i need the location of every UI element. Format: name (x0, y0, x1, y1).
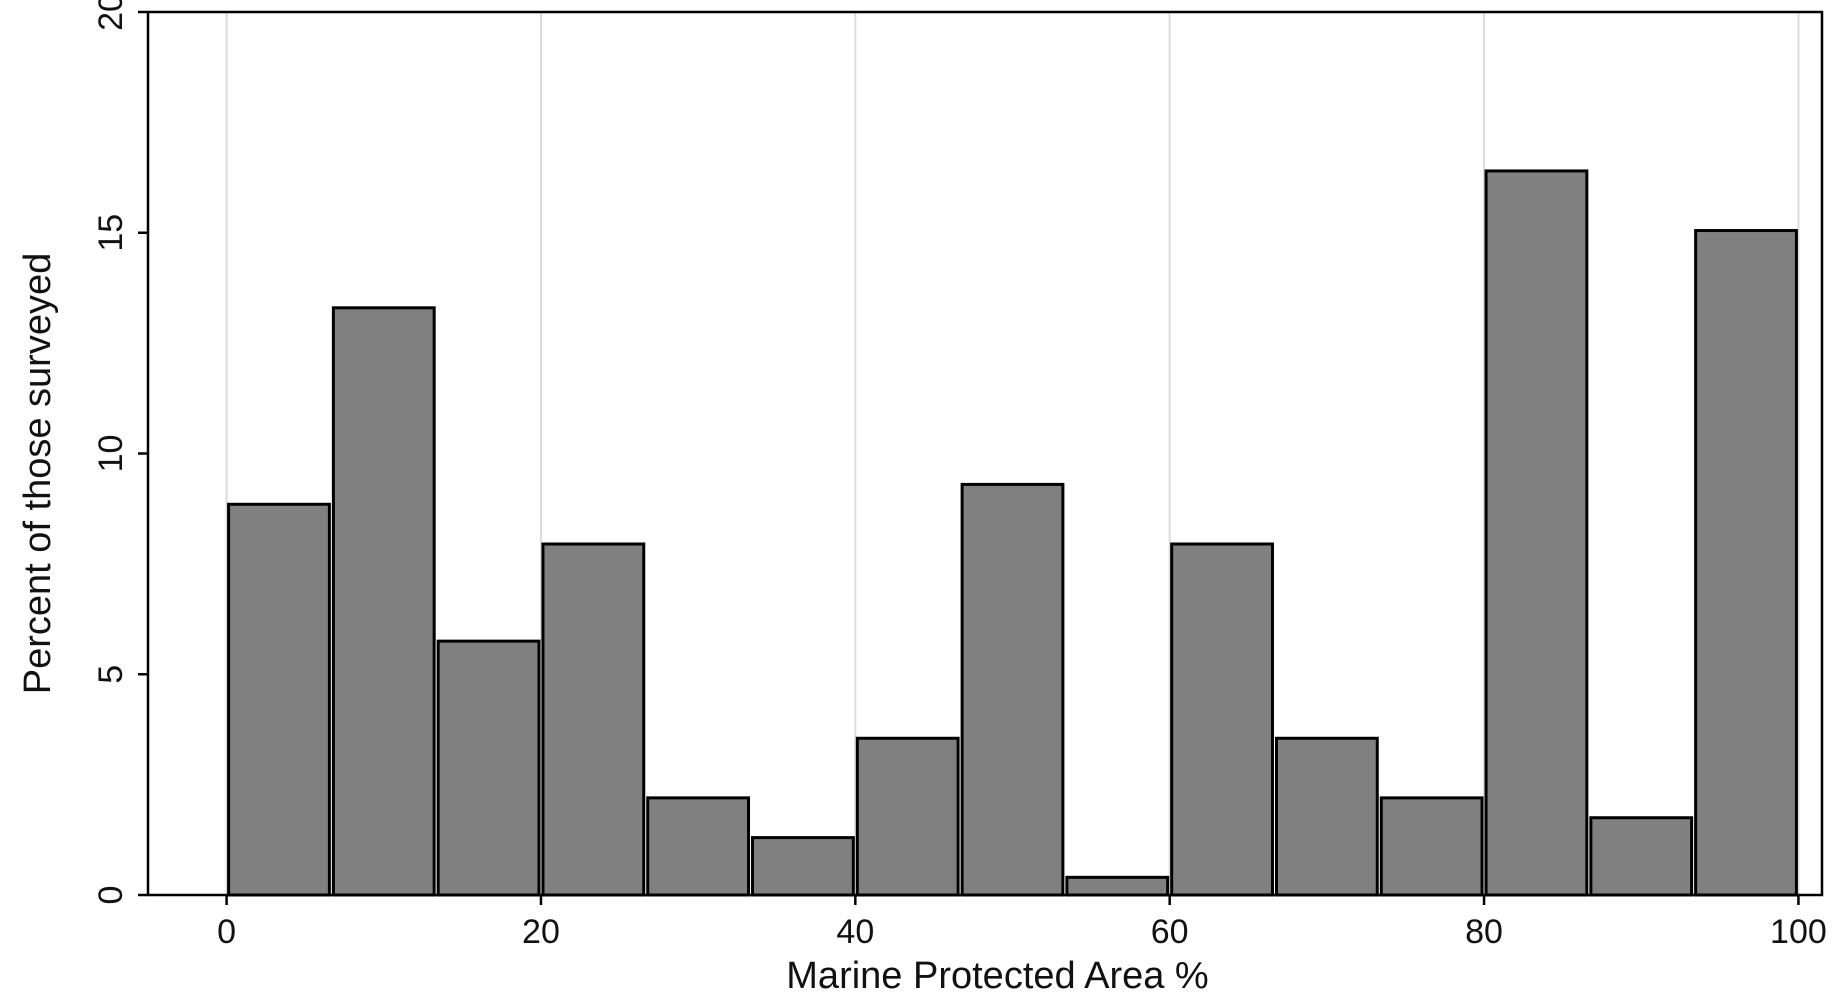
histogram-bar (331, 306, 436, 897)
histogram-bar (1379, 796, 1484, 897)
histogram-bar (1065, 875, 1170, 897)
x-tick-label: 80 (1465, 913, 1503, 951)
axes (138, 10, 1824, 905)
x-axis-title: Marine Protected Area % (786, 955, 1208, 995)
histogram-bar (751, 836, 855, 897)
histogram-bar (1170, 542, 1274, 897)
tick-labels: 0 20 40 60 80 100 0 5 10 15 20 (92, 0, 1827, 951)
histogram-bar (1484, 169, 1589, 897)
x-tick-label: 40 (836, 913, 874, 951)
y-tick-label: 0 (92, 886, 130, 905)
histogram-bar (960, 482, 1065, 897)
gridlines (225, 12, 1800, 895)
x-tick-label: 100 (1770, 913, 1827, 951)
y-tick-label: 20 (92, 0, 130, 31)
x-tick-label: 0 (217, 913, 236, 951)
histogram-bar (1274, 736, 1379, 897)
histogram-bar (541, 542, 646, 897)
histogram-bar (855, 736, 960, 897)
histogram-bar (1694, 229, 1798, 897)
y-tick-label: 10 (92, 435, 130, 473)
histogram-bar (227, 502, 331, 897)
y-tick-label: 15 (92, 214, 130, 252)
y-axis-title: Percent of those surveyed (17, 253, 59, 694)
x-tick-label: 20 (522, 913, 560, 951)
x-tick-label: 60 (1151, 913, 1189, 951)
histogram-bar (646, 796, 751, 897)
y-tick-label: 5 (92, 665, 130, 684)
histogram-bars (227, 169, 1798, 897)
histogram-bar (1589, 816, 1694, 897)
histogram-bar (436, 639, 541, 897)
